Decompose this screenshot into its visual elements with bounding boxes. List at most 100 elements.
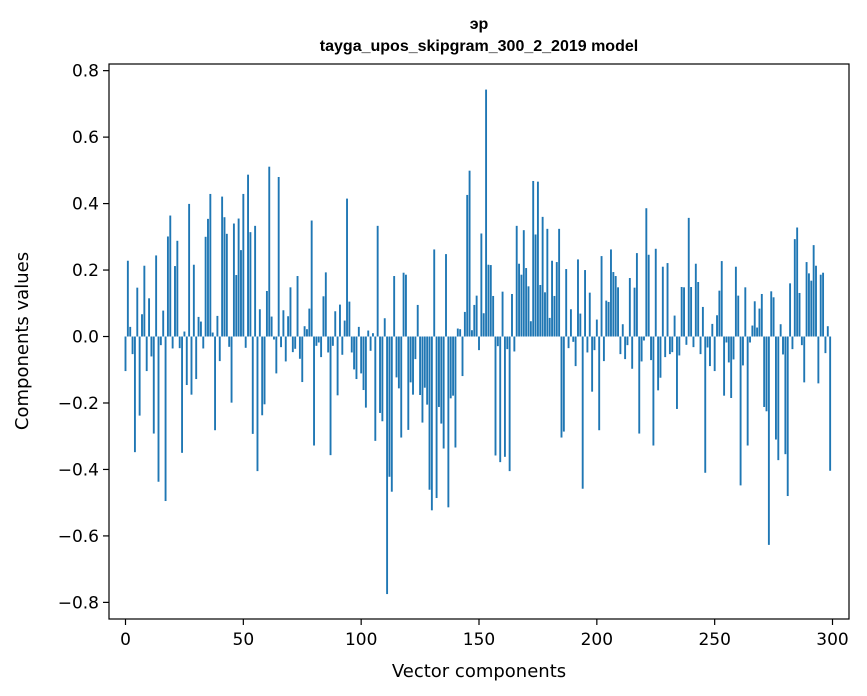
bar-145 <box>466 194 469 337</box>
bar-158 <box>496 336 499 347</box>
bar-202 <box>600 256 603 337</box>
chart-title: эр <box>470 16 489 33</box>
bar-95 <box>348 301 351 337</box>
bar-44 <box>228 336 231 347</box>
bar-108 <box>379 336 381 413</box>
bar-190 <box>572 336 575 342</box>
bar-263 <box>744 287 747 337</box>
bar-252 <box>718 290 721 337</box>
bar-142 <box>459 329 462 337</box>
bar-231 <box>668 336 671 355</box>
bar-23 <box>178 336 181 349</box>
bar-256 <box>727 336 730 363</box>
bar-56 <box>256 336 259 472</box>
bar-173 <box>532 180 535 337</box>
bar-34 <box>204 236 207 337</box>
bar-161 <box>503 336 506 457</box>
bar-123 <box>414 336 417 360</box>
bar-276 <box>775 336 777 440</box>
y-tick-label: 0.4 <box>72 195 99 215</box>
bar-274 <box>770 291 773 337</box>
bar-166 <box>515 225 518 337</box>
bar-91 <box>339 304 341 337</box>
bar-53 <box>249 232 252 337</box>
bar-97 <box>353 336 356 370</box>
bar-144 <box>463 311 466 337</box>
bar-167 <box>518 263 521 337</box>
bar-59 <box>263 336 266 405</box>
bar-175 <box>536 181 539 337</box>
bar-262 <box>742 336 744 366</box>
x-tick-label: 50 <box>233 630 255 650</box>
bar-61 <box>268 166 271 337</box>
bar-168 <box>520 274 523 337</box>
bar-11 <box>150 336 153 357</box>
bar-286 <box>798 292 801 337</box>
bar-147 <box>470 330 473 337</box>
bar-82 <box>317 336 320 343</box>
bar-233 <box>673 315 676 337</box>
bar-288 <box>803 336 806 383</box>
bar-113 <box>390 336 393 492</box>
bar-240 <box>690 287 693 337</box>
bar-133 <box>437 336 440 407</box>
bar-16 <box>162 310 165 337</box>
bar-154 <box>487 264 490 337</box>
bar-17 <box>164 336 167 502</box>
bar-48 <box>237 218 240 337</box>
bar-176 <box>539 285 542 337</box>
bar-66 <box>280 336 282 348</box>
bar-89 <box>334 311 337 337</box>
bar-224 <box>652 336 655 446</box>
bar-131 <box>433 249 436 337</box>
bar-98 <box>355 336 358 380</box>
bar-105 <box>372 333 374 337</box>
bar-157 <box>494 336 497 456</box>
bar-260 <box>737 295 740 337</box>
bar-28 <box>190 336 193 395</box>
bar-20 <box>171 336 174 349</box>
bar-85 <box>324 272 327 337</box>
bar-251 <box>716 315 718 337</box>
bar-285 <box>796 227 799 337</box>
bar-150 <box>478 336 480 351</box>
bar-138 <box>449 336 452 399</box>
bar-245 <box>701 306 704 337</box>
bar-60 <box>265 290 268 337</box>
bar-52 <box>247 174 249 337</box>
bar-215 <box>631 336 634 369</box>
bar-50 <box>242 193 245 337</box>
bar-122 <box>412 336 414 395</box>
bar-63 <box>273 336 275 340</box>
bar-247 <box>706 336 709 348</box>
bar-51 <box>244 336 247 348</box>
bar-268 <box>756 327 759 337</box>
bar-191 <box>574 336 577 367</box>
bar-73 <box>296 276 299 337</box>
bar-287 <box>800 336 803 346</box>
bar-100 <box>360 336 363 374</box>
bar-71 <box>291 336 294 353</box>
bar-299 <box>829 336 832 471</box>
x-tick-label: 250 <box>698 630 730 650</box>
bar-255 <box>725 336 728 343</box>
bar-278 <box>779 324 782 337</box>
bar-267 <box>753 301 756 337</box>
bar-165 <box>513 336 516 352</box>
bar-162 <box>506 336 509 350</box>
bar-210 <box>619 336 622 355</box>
bar-250 <box>713 336 716 372</box>
bar-160 <box>501 291 504 337</box>
bar-159 <box>499 336 502 463</box>
bar-218 <box>638 336 641 434</box>
bar-266 <box>751 325 754 337</box>
bar-156 <box>492 295 495 337</box>
bar-141 <box>456 328 459 337</box>
y-tick-label: −0.6 <box>58 527 99 547</box>
bar-178 <box>544 292 546 337</box>
bar-149 <box>475 295 478 337</box>
bar-99 <box>357 326 360 337</box>
x-tick-label: 300 <box>816 630 848 650</box>
bar-47 <box>235 275 238 337</box>
y-axis-ticks: −0.8 −0.6 −0.4 −0.2 0.0 0.2 0.4 0.6 0.8 <box>58 62 109 613</box>
